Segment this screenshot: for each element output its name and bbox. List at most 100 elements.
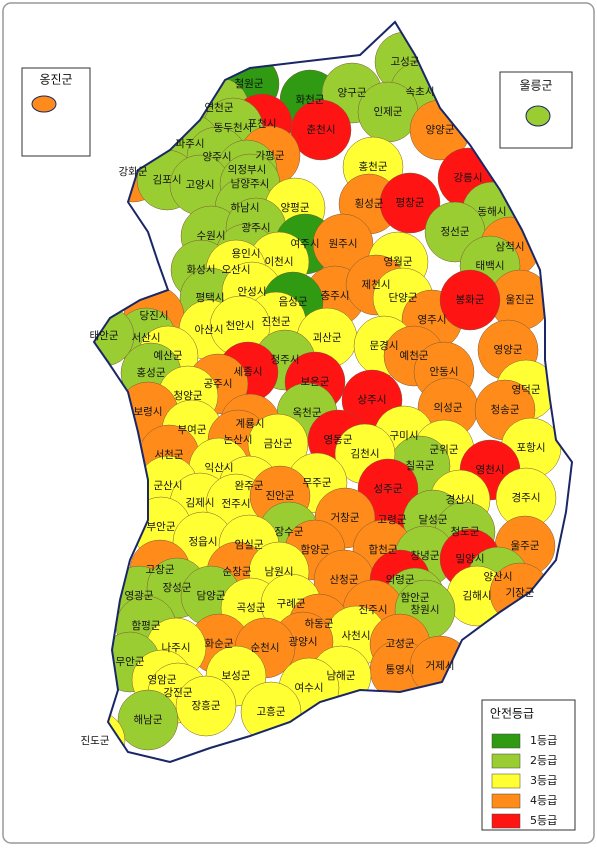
region-area <box>379 172 441 234</box>
region-label: 창녕군 <box>411 550 440 562</box>
region-label: 충주시 <box>321 290 350 302</box>
region-label: 경산시 <box>446 493 475 506</box>
region-label: 광양시 <box>289 636 318 648</box>
region-label: 진천군 <box>262 316 291 328</box>
region-label: 창원시 <box>411 604 440 616</box>
region-label: 연천군 <box>205 102 234 114</box>
region-label: 홍성군 <box>137 366 166 379</box>
region-label: 김제시 <box>186 497 215 509</box>
region-label: 화천군 <box>296 94 325 106</box>
region-label: 고성군 <box>391 56 420 68</box>
region-label: 수원시 <box>197 230 226 242</box>
region-label: 임실군 <box>235 538 264 551</box>
region-label: 무주군 <box>303 477 332 489</box>
region-label: 영덕군 <box>512 384 541 396</box>
region-label: 무안군 <box>116 656 145 668</box>
region-label: 봉화군 <box>456 294 485 306</box>
region-label: 상주시 <box>358 394 387 406</box>
region-label: 고양시 <box>186 179 215 191</box>
region-label: 기장군 <box>506 587 535 599</box>
region-label: 순창군 <box>223 566 252 578</box>
region-label: 횡성군 <box>355 197 384 210</box>
region-label: 당진시 <box>140 310 169 322</box>
region-label: 진도군 <box>81 735 110 747</box>
region-label: 청송군 <box>491 404 520 416</box>
region-areas <box>94 31 562 762</box>
region-label: 정선군 <box>441 226 470 238</box>
region-label: 완주군 <box>235 479 264 492</box>
region-label: 울진군 <box>506 294 535 306</box>
region-label: 영암군 <box>148 674 177 686</box>
region-label: 광주시 <box>242 222 271 234</box>
region-label: 해남군 <box>134 713 163 726</box>
region-label: 춘천시 <box>307 124 336 136</box>
legend-label: 5등급 <box>530 814 557 827</box>
region-label: 여수시 <box>295 682 324 694</box>
region-label: 김포시 <box>153 174 182 186</box>
region-label: 천안시 <box>226 320 255 332</box>
legend-label: 2등급 <box>530 754 557 767</box>
region-label: 보령시 <box>134 406 163 418</box>
region-label: 인제군 <box>374 106 403 118</box>
region-label: 가평군 <box>256 150 285 162</box>
region-label: 의정부시 <box>228 164 267 176</box>
region-label: 남원시 <box>265 566 294 578</box>
region-label: 화성시 <box>187 264 216 276</box>
region-label: 예산군 <box>154 349 183 362</box>
region-label: 함안군 <box>401 592 430 604</box>
inset-island <box>31 95 57 113</box>
region-label: 원주시 <box>329 238 358 250</box>
region-label: 칠곡군 <box>406 460 435 472</box>
inset-label: 울릉군 <box>519 79 552 93</box>
region-label: 태안군 <box>90 330 119 342</box>
region-label: 양평군 <box>281 202 310 214</box>
region-label: 합천군 <box>369 544 398 556</box>
region-label: 세종시 <box>234 366 263 378</box>
region-label: 영양군 <box>494 344 523 356</box>
inset-label: 옹진군 <box>39 73 72 87</box>
region-label: 익산시 <box>205 462 234 474</box>
region-label: 사천시 <box>342 630 371 642</box>
region-label: 문경시 <box>370 339 399 352</box>
region-label: 보은군 <box>301 376 330 388</box>
region-area <box>175 675 237 737</box>
region-label: 평창군 <box>396 197 425 209</box>
region-label: 거제시 <box>426 660 455 672</box>
region-label: 정읍시 <box>189 536 218 548</box>
region-area <box>117 689 179 751</box>
region-label: 산청군 <box>330 574 359 586</box>
region-label: 김해시 <box>463 589 492 602</box>
region-label: 구례군 <box>277 598 306 610</box>
region-label: 장수군 <box>275 526 304 538</box>
legend-swatch <box>491 753 521 769</box>
region-label: 의령군 <box>386 574 415 586</box>
region-label: 양양군 <box>426 124 455 136</box>
region-label: 이천시 <box>265 256 294 268</box>
region-label: 포항시 <box>517 442 546 454</box>
region-label: 함양군 <box>301 544 330 556</box>
legend-label: 4등급 <box>530 794 557 807</box>
region-label: 청양군 <box>174 390 203 402</box>
region-label: 철원군 <box>235 78 264 90</box>
region-label: 의성군 <box>434 402 463 414</box>
region-label: 보성군 <box>222 670 251 682</box>
region-label: 아산시 <box>195 324 224 336</box>
region-label: 장성군 <box>163 582 192 594</box>
region-label: 하동군 <box>305 617 334 630</box>
legend-label: 1등급 <box>530 734 557 747</box>
region-label: 동해시 <box>478 205 507 218</box>
region-label: 영동군 <box>324 434 353 446</box>
region-label: 영월군 <box>384 256 413 268</box>
region-label: 군산시 <box>154 480 183 492</box>
region-label: 성주군 <box>374 483 403 495</box>
region-label: 남해군 <box>327 669 356 682</box>
region-label: 양주시 <box>203 151 232 163</box>
region-label: 거창군 <box>331 512 360 524</box>
region-label: 고성군 <box>386 638 415 650</box>
region-label: 옥천군 <box>293 407 322 419</box>
region-label: 용인시 <box>232 248 261 260</box>
region-label: 김천시 <box>351 448 380 460</box>
